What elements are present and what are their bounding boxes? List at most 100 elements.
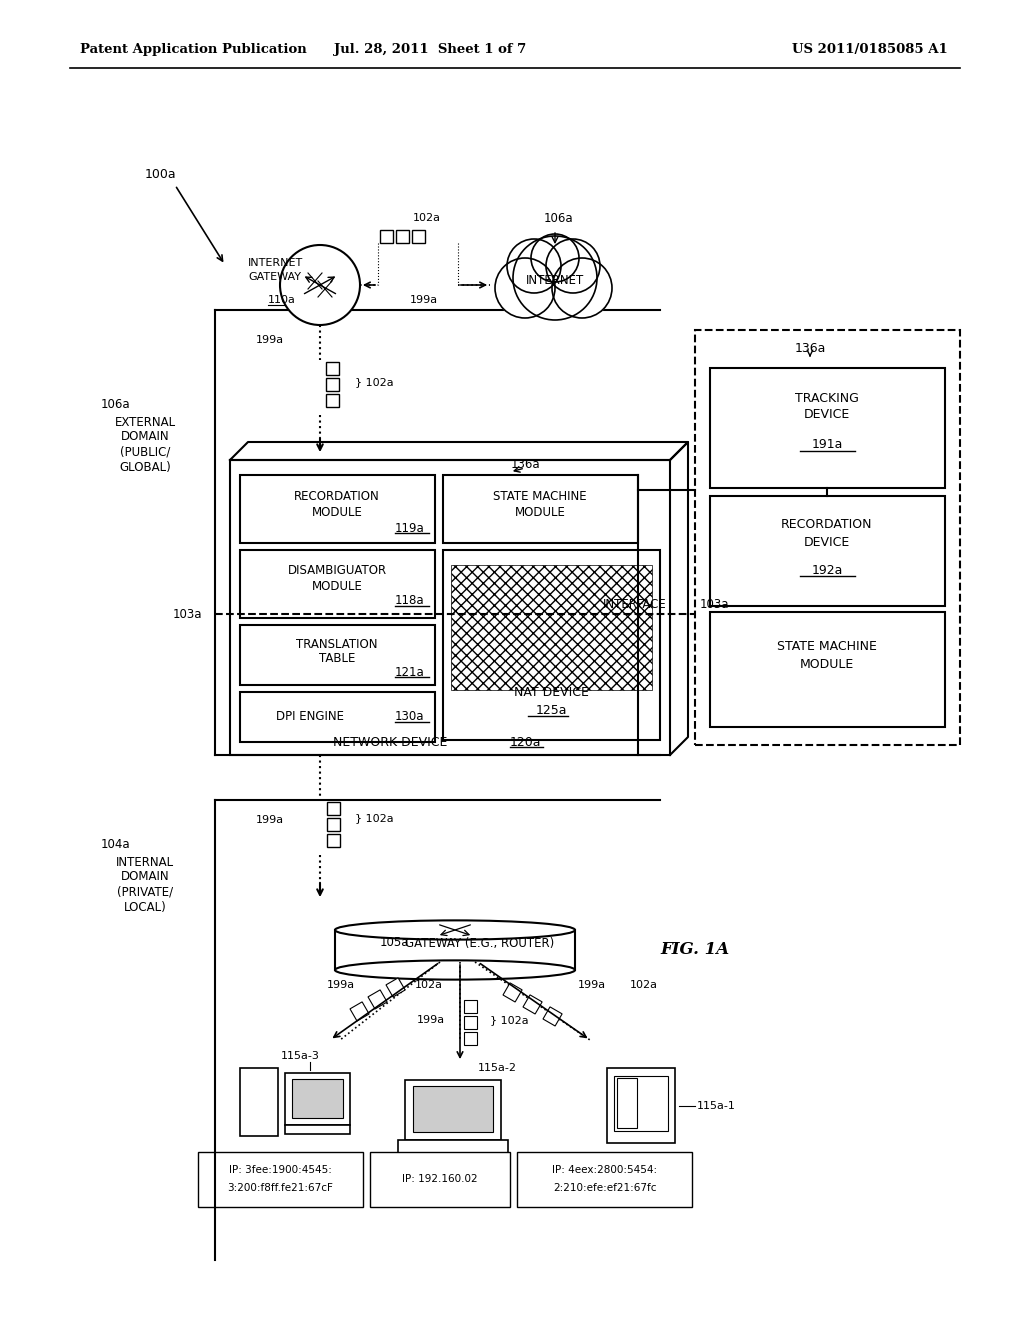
Text: DEVICE: DEVICE <box>804 536 850 549</box>
Text: 136a: 136a <box>795 342 825 355</box>
Text: 115a-2: 115a-2 <box>478 1063 517 1073</box>
Bar <box>443 475 638 543</box>
Text: (PUBLIC/: (PUBLIC/ <box>120 446 170 458</box>
Bar <box>386 978 406 997</box>
Text: STATE MACHINE: STATE MACHINE <box>777 640 877 653</box>
Text: 199a: 199a <box>256 335 284 345</box>
Bar <box>413 1086 493 1133</box>
Text: RECORDATION: RECORDATION <box>781 519 872 532</box>
Bar <box>614 1076 668 1131</box>
Text: 130a: 130a <box>395 710 425 723</box>
Circle shape <box>546 239 600 293</box>
Text: NETWORK DEVICE: NETWORK DEVICE <box>333 735 447 748</box>
Text: 115a-3: 115a-3 <box>281 1051 319 1061</box>
Text: TABLE: TABLE <box>318 652 355 665</box>
Text: 103a: 103a <box>700 598 729 610</box>
Text: TRACKING: TRACKING <box>795 392 859 404</box>
Bar <box>240 475 435 543</box>
Text: 125a: 125a <box>536 705 566 718</box>
Text: } 102a: } 102a <box>355 378 393 387</box>
Circle shape <box>280 246 360 325</box>
Text: (PRIVATE/: (PRIVATE/ <box>117 886 173 899</box>
Bar <box>240 550 435 618</box>
Bar <box>710 612 945 727</box>
Text: IP: 192.160.02: IP: 192.160.02 <box>402 1175 478 1184</box>
Bar <box>292 1078 343 1118</box>
Bar <box>396 230 409 243</box>
Bar <box>412 230 425 243</box>
Bar <box>443 550 660 741</box>
Text: 105a: 105a <box>380 936 410 949</box>
Text: DOMAIN: DOMAIN <box>121 870 169 883</box>
Text: 106a: 106a <box>543 211 572 224</box>
Circle shape <box>552 257 612 318</box>
Text: DPI ENGINE: DPI ENGINE <box>276 710 344 723</box>
Bar <box>285 1125 350 1134</box>
Text: INTERNET: INTERNET <box>526 273 584 286</box>
Bar <box>380 230 393 243</box>
Bar <box>710 368 945 488</box>
Ellipse shape <box>335 920 575 940</box>
Bar <box>543 1007 562 1026</box>
Bar <box>327 803 340 814</box>
Text: FIG. 1A: FIG. 1A <box>660 941 729 958</box>
Text: 199a: 199a <box>417 1015 445 1026</box>
Bar <box>464 1016 477 1030</box>
Text: IP: 3fee:1900:4545:: IP: 3fee:1900:4545: <box>229 1166 332 1175</box>
Circle shape <box>531 234 579 282</box>
Text: INTERNAL: INTERNAL <box>116 855 174 869</box>
Bar <box>517 1152 692 1206</box>
Text: 136a: 136a <box>510 458 540 471</box>
Text: DISAMBIGUATOR: DISAMBIGUATOR <box>288 564 387 577</box>
Bar <box>240 692 435 742</box>
Text: 119a: 119a <box>395 521 425 535</box>
Bar <box>198 1152 362 1206</box>
Text: 199a: 199a <box>578 979 606 990</box>
Text: Jul. 28, 2011  Sheet 1 of 7: Jul. 28, 2011 Sheet 1 of 7 <box>334 44 526 57</box>
Bar <box>398 1140 508 1155</box>
Text: 102a: 102a <box>413 213 441 223</box>
Text: GLOBAL): GLOBAL) <box>119 461 171 474</box>
Text: IP: 4eex:2800:5454:: IP: 4eex:2800:5454: <box>552 1166 657 1175</box>
Text: RECORDATION: RECORDATION <box>294 490 380 503</box>
Text: 102a: 102a <box>630 979 658 990</box>
Text: DEVICE: DEVICE <box>804 408 850 421</box>
Bar <box>326 362 339 375</box>
Bar <box>285 1073 350 1125</box>
Bar <box>350 1002 369 1020</box>
Bar <box>503 983 522 1002</box>
Text: US 2011/0185085 A1: US 2011/0185085 A1 <box>793 44 948 57</box>
Circle shape <box>495 257 555 318</box>
Bar <box>464 1001 477 1012</box>
Text: LOCAL): LOCAL) <box>124 900 166 913</box>
Bar <box>710 496 945 606</box>
Bar <box>327 818 340 832</box>
Bar <box>240 1068 278 1137</box>
Text: 2:210:efe:ef21:67fc: 2:210:efe:ef21:67fc <box>553 1183 656 1193</box>
Bar <box>523 995 542 1014</box>
Text: 103a: 103a <box>172 607 202 620</box>
Text: 199a: 199a <box>327 979 355 990</box>
Bar <box>451 565 652 690</box>
Text: DOMAIN: DOMAIN <box>121 430 169 444</box>
Bar <box>368 990 387 1008</box>
Text: 191a: 191a <box>811 438 843 451</box>
Bar <box>617 1078 637 1129</box>
Circle shape <box>507 239 561 293</box>
Bar <box>230 459 670 755</box>
Text: MODULE: MODULE <box>515 506 565 519</box>
Text: } 102a: } 102a <box>490 1015 528 1026</box>
Text: 100a: 100a <box>145 169 176 181</box>
Text: Patent Application Publication: Patent Application Publication <box>80 44 307 57</box>
Ellipse shape <box>335 961 575 979</box>
Text: INTERFACE: INTERFACE <box>603 598 667 610</box>
Bar <box>240 624 435 685</box>
Text: EXTERNAL: EXTERNAL <box>115 416 175 429</box>
Text: 192a: 192a <box>811 564 843 577</box>
Text: NAT DEVICE: NAT DEVICE <box>514 686 589 700</box>
Text: 104a: 104a <box>100 838 130 851</box>
Bar <box>326 393 339 407</box>
Text: INTERNET: INTERNET <box>248 257 303 268</box>
Text: 120a: 120a <box>510 735 542 748</box>
Text: 121a: 121a <box>395 665 425 678</box>
